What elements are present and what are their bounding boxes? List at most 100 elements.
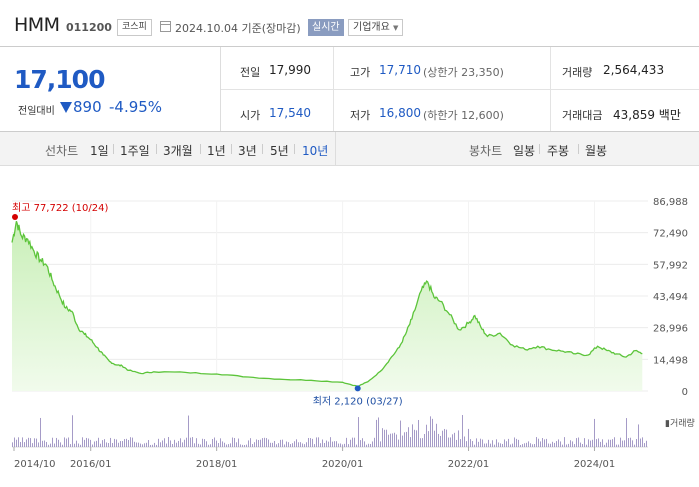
volume-bar: [138, 442, 139, 447]
volume-bar: [616, 444, 617, 447]
volume-bar: [356, 444, 357, 447]
volume-label: 거래량: [562, 66, 593, 79]
volume-bar: [352, 437, 353, 447]
volume-bar: [36, 438, 37, 447]
volume-bar: [508, 438, 509, 447]
volume-bar: [266, 438, 267, 447]
volume-bar: [158, 438, 159, 447]
volume-bar: [600, 441, 601, 447]
volume-bar: [50, 443, 51, 447]
volume-bar: [408, 427, 409, 447]
volume-bar: [568, 443, 569, 447]
volume-bar: [562, 444, 563, 447]
volume-bar: [440, 435, 441, 447]
volume-bar: [384, 429, 385, 447]
corp-overview-dropdown[interactable]: 기업개요 ▼: [348, 19, 404, 36]
volume-bar: [312, 438, 313, 447]
x-axis: 2014/10 2016/01 2018/01 2020/01 2022/01 2024/…: [13, 447, 615, 470]
volume-bar: [48, 444, 49, 447]
volume-bar: [306, 442, 307, 447]
volume-bar: [160, 442, 161, 447]
volume-bar: [564, 437, 565, 447]
volume-bar: [216, 440, 217, 447]
volume-bar: [186, 437, 187, 447]
volume-bar: [74, 443, 75, 447]
max-point: [12, 214, 18, 220]
volume-bar: [372, 441, 373, 447]
volume-bar: [390, 433, 391, 447]
y-tick-label: 0: [682, 387, 688, 398]
volume-bar: [58, 439, 59, 447]
volume-bar: [192, 437, 193, 447]
period-3m[interactable]: 3개월: [163, 144, 193, 158]
realtime-button[interactable]: 실시간: [308, 19, 344, 36]
volume-bar: [96, 440, 97, 447]
volume-bar: [458, 430, 459, 447]
volume-bar: [382, 428, 383, 447]
period-10y[interactable]: 10년: [302, 144, 329, 158]
volume-bars: ▮거래량: [12, 415, 695, 448]
stock-header: HMM 011200 코스피 2024.10.04 기준(장마감) 실시간 기업…: [0, 0, 699, 46]
amount-label: 거래대금: [562, 109, 603, 122]
candle-daily[interactable]: 일봉: [513, 144, 536, 158]
volume-bar: [370, 443, 371, 447]
volume-bar: [640, 438, 641, 447]
low-label: 저가: [350, 109, 371, 122]
volume-bar: [364, 441, 365, 447]
volume-bar: [114, 438, 115, 447]
volume-bar: [428, 431, 429, 447]
volume-bar: [346, 437, 347, 447]
date-info: 2024.10.04 기준(장마감): [175, 20, 301, 36]
chevron-down-icon: ▼: [393, 24, 399, 32]
volume-bar: [290, 444, 291, 447]
volume-bar: [24, 442, 25, 447]
volume-bar: [580, 442, 581, 447]
period-1w[interactable]: 1주일: [120, 144, 150, 158]
period-1y[interactable]: 1년: [207, 144, 226, 158]
low-value: 16,800: [379, 106, 421, 120]
volume-bar: [470, 439, 471, 447]
volume-bar: [70, 444, 71, 447]
current-price: 17,100: [14, 65, 105, 94]
volume-bar: [246, 444, 247, 447]
volume-bar: [362, 438, 363, 447]
volume-bar: [128, 440, 129, 447]
volume-bar: [198, 443, 199, 447]
volume-bar: [404, 432, 405, 447]
max-label: 최고 77,722 (10/24): [12, 202, 108, 214]
volume-bar: [46, 441, 47, 447]
volume-bar: [184, 439, 185, 447]
volume-bar: [446, 429, 447, 447]
volume-bar: [182, 442, 183, 447]
volume-bar: [594, 418, 595, 447]
volume-bar: [548, 443, 549, 447]
x-tick-label: 2014/10: [14, 459, 56, 470]
volume-bar: [622, 440, 623, 447]
volume-bar: [210, 444, 211, 447]
volume-bar: [126, 438, 127, 447]
corp-overview-label: 기업개요: [353, 22, 390, 33]
candle-weekly[interactable]: 주봉: [547, 144, 570, 158]
volume-bar: [42, 440, 43, 447]
change-label: 전일대비: [18, 106, 55, 117]
volume-bar: [234, 437, 235, 447]
period-5y[interactable]: 5년: [270, 144, 289, 158]
volume-bar: [270, 442, 271, 447]
volume-bar: [520, 444, 521, 447]
period-3y[interactable]: 3년: [238, 144, 257, 158]
candle-monthly[interactable]: 월봉: [585, 144, 608, 158]
volume-bar: [358, 417, 359, 447]
volume-bar: [368, 443, 369, 447]
volume-bar: [484, 443, 485, 447]
volume-bar: [154, 442, 155, 447]
candle-chart-label: 봉차트: [469, 144, 503, 158]
period-1d[interactable]: 1일: [90, 144, 109, 158]
volume-bar: [502, 443, 503, 447]
volume-bar: [620, 437, 621, 447]
volume-bar: [430, 416, 431, 447]
amount-value: 43,859 백만: [613, 108, 681, 122]
volume-bar: [168, 437, 169, 447]
price-chart[interactable]: 86,988 72,490 57,992 43,494 28,996 14,498 0 ▮거…: [0, 166, 699, 487]
volume-bar: [540, 441, 541, 447]
volume-bar: [274, 440, 275, 447]
